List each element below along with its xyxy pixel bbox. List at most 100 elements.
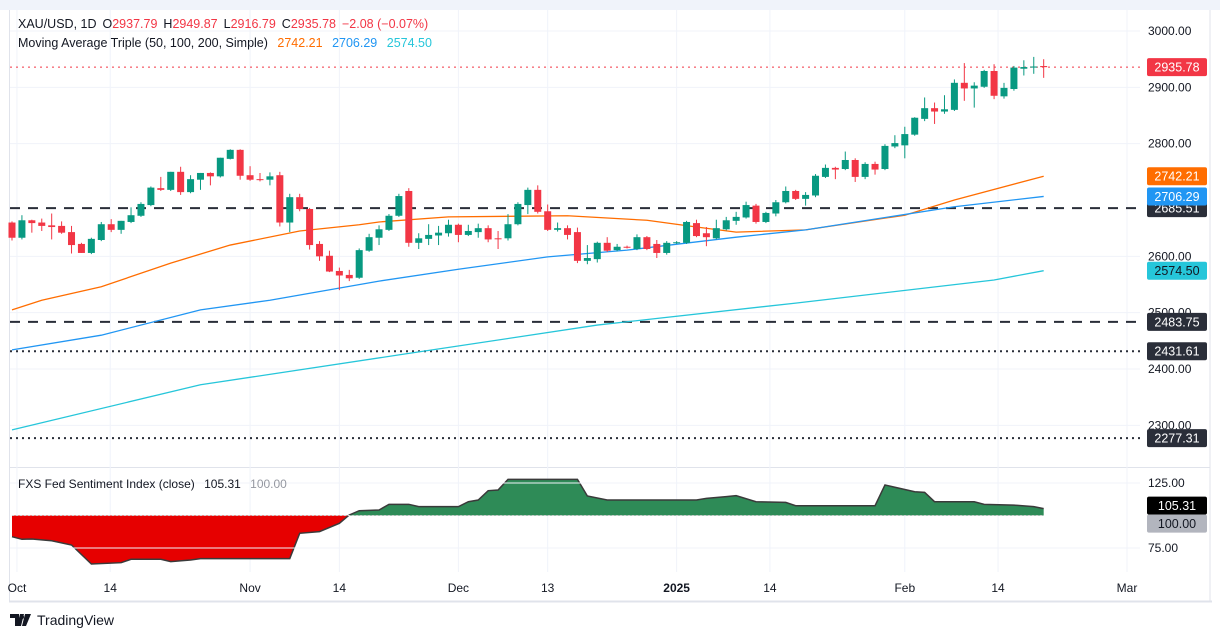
candle bbox=[772, 199, 780, 217]
candle-body bbox=[77, 243, 85, 253]
candle-body bbox=[286, 197, 294, 223]
candle-body bbox=[68, 232, 76, 246]
level-price-label-bg bbox=[1147, 342, 1207, 361]
candle-body bbox=[8, 222, 16, 238]
ma-price-label: 2574.50 bbox=[1154, 264, 1199, 278]
candle-body bbox=[692, 223, 700, 237]
candle-body bbox=[673, 242, 681, 244]
candle bbox=[325, 250, 333, 273]
candle bbox=[28, 219, 36, 233]
candle-body bbox=[812, 175, 820, 196]
open-label: O bbox=[102, 17, 113, 31]
candle bbox=[435, 225, 443, 246]
candle-body bbox=[345, 274, 353, 279]
ma-price-label-bg bbox=[1147, 261, 1207, 280]
price-tick-label: 2400.00 bbox=[1148, 362, 1192, 376]
ma-line bbox=[11, 195, 1044, 351]
top-strip bbox=[0, 0, 1220, 10]
time-tick-label: Nov bbox=[239, 581, 260, 595]
ma-price-label: 2706.29 bbox=[1154, 190, 1199, 204]
candle-body bbox=[564, 228, 572, 235]
candle-body bbox=[940, 109, 948, 112]
candle bbox=[415, 233, 423, 250]
candle-body bbox=[792, 190, 800, 199]
ma-price-label-bg bbox=[1147, 187, 1207, 206]
price-tick-label: 2900.00 bbox=[1148, 80, 1192, 94]
candle bbox=[911, 117, 919, 136]
candle-body bbox=[196, 172, 204, 180]
time-tick-label: 13 bbox=[541, 581, 555, 595]
open-value: 2937.79 bbox=[112, 17, 158, 31]
candle-body bbox=[782, 190, 790, 203]
candle bbox=[1040, 59, 1048, 78]
candle bbox=[603, 237, 611, 252]
candle-body bbox=[256, 179, 264, 181]
candle bbox=[812, 174, 820, 198]
candle bbox=[147, 186, 155, 207]
candle bbox=[157, 176, 165, 191]
sentiment-last-label: 105.31 bbox=[1158, 499, 1196, 513]
candle bbox=[1030, 56, 1038, 74]
ma-title: Moving Average Triple (50, 100, 200, Sim… bbox=[18, 36, 268, 50]
sentiment-legend: FXS Fed Sentiment Index (close) 105.31 1… bbox=[18, 477, 293, 491]
tradingview-logo[interactable]: TradingView bbox=[10, 612, 114, 628]
candle bbox=[643, 236, 651, 251]
candle bbox=[861, 162, 869, 180]
candle bbox=[623, 245, 631, 249]
brand-name: TradingView bbox=[37, 612, 115, 628]
candle-body bbox=[454, 224, 462, 235]
candle-body bbox=[524, 189, 532, 206]
sentiment-baseline: 100.00 bbox=[250, 477, 287, 491]
candle-body bbox=[921, 108, 929, 119]
time-tick-label: 14 bbox=[333, 581, 347, 595]
candle bbox=[316, 241, 324, 261]
time-tick-label: Dec bbox=[448, 581, 469, 595]
candle bbox=[87, 237, 95, 255]
candle bbox=[504, 214, 512, 241]
candle bbox=[990, 64, 998, 100]
candle-body bbox=[306, 209, 314, 246]
candle bbox=[802, 192, 810, 206]
ma100-value: 2706.29 bbox=[332, 36, 378, 50]
candle bbox=[296, 193, 304, 212]
candle bbox=[514, 202, 522, 226]
candle-body bbox=[18, 220, 26, 238]
candle bbox=[980, 69, 988, 88]
candle bbox=[58, 221, 66, 234]
candle-body bbox=[683, 221, 691, 243]
candle bbox=[901, 126, 909, 159]
candle-body bbox=[187, 179, 195, 193]
ma-legend: Moving Average Triple (50, 100, 200, Sim… bbox=[18, 36, 438, 50]
price-tick-label: 2300.00 bbox=[1148, 418, 1192, 432]
ma-line bbox=[11, 270, 1044, 431]
candle bbox=[405, 188, 413, 247]
candle-body bbox=[990, 70, 998, 96]
candle-body bbox=[1000, 87, 1008, 97]
candle bbox=[524, 187, 532, 215]
candle bbox=[375, 225, 383, 246]
candle bbox=[851, 158, 859, 182]
close-label: C bbox=[281, 17, 291, 31]
candle-body bbox=[861, 163, 869, 177]
ma-price-label-bg bbox=[1147, 167, 1207, 186]
candle bbox=[187, 175, 195, 194]
candle bbox=[673, 241, 681, 244]
candle-body bbox=[425, 234, 433, 239]
sentiment-value: 105.31 bbox=[204, 477, 241, 491]
time-tick-label: Feb bbox=[894, 581, 915, 595]
candle bbox=[484, 225, 492, 243]
candle-body bbox=[712, 228, 720, 239]
candle-body bbox=[722, 220, 730, 230]
candle-body bbox=[623, 246, 631, 248]
candle bbox=[554, 222, 562, 232]
candle bbox=[921, 97, 929, 122]
candle-body bbox=[365, 237, 373, 251]
level-price-label-bg bbox=[1147, 429, 1207, 448]
candle bbox=[931, 102, 939, 124]
candle-body bbox=[375, 229, 383, 238]
candle-body bbox=[87, 238, 95, 253]
candle bbox=[236, 149, 244, 180]
candle-body bbox=[950, 82, 958, 110]
positive-area bbox=[348, 479, 1044, 516]
